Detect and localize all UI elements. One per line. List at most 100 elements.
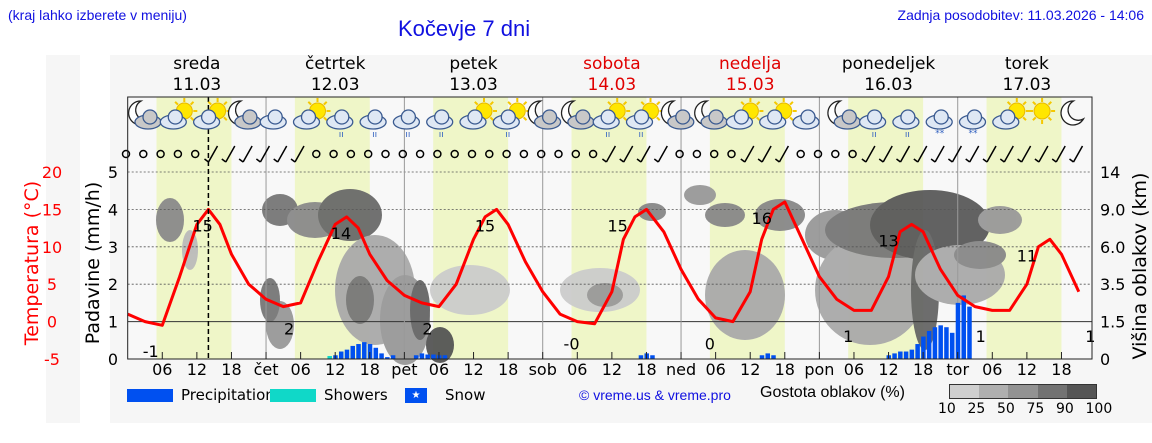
wind-barb-icon bbox=[1038, 145, 1049, 163]
wind-barb-icon bbox=[761, 145, 772, 163]
suncloud-icon bbox=[759, 98, 797, 130]
wind-barb-icon bbox=[242, 145, 253, 163]
moon-icon bbox=[527, 100, 562, 130]
wind-barb-icon bbox=[294, 145, 305, 163]
svg-text:06: 06 bbox=[290, 360, 310, 379]
svg-text:13: 13 bbox=[878, 231, 898, 250]
cloudsnow-icon: ** bbox=[925, 109, 953, 139]
cloud-density-ticks: 10 25 50 75 90 100 bbox=[938, 401, 1112, 419]
density-50 bbox=[1008, 385, 1038, 398]
svg-text:-1: -1 bbox=[143, 342, 159, 361]
density-25 bbox=[979, 385, 1009, 398]
svg-text:14: 14 bbox=[331, 224, 351, 243]
wind-barb-icon bbox=[917, 145, 928, 163]
day-name: nedelja bbox=[719, 54, 781, 74]
svg-text:5: 5 bbox=[47, 275, 57, 294]
svg-text:-5: -5 bbox=[44, 350, 60, 369]
svg-text:12: 12 bbox=[602, 360, 622, 379]
density-75 bbox=[1037, 385, 1067, 398]
wind-barb-icon bbox=[640, 145, 651, 163]
suncloud-icon bbox=[292, 98, 331, 130]
suncloudrain-icon: ıı bbox=[492, 98, 531, 140]
density-tick: 10 bbox=[938, 401, 956, 417]
svg-text:ıı: ıı bbox=[905, 130, 910, 140]
wind-barb-icon bbox=[207, 145, 219, 163]
svg-text:0: 0 bbox=[705, 335, 715, 354]
day-date: 11.03 bbox=[173, 75, 222, 95]
wind-barb-icon bbox=[623, 145, 634, 163]
svg-text:ıı: ıı bbox=[339, 130, 344, 140]
cloudrain-icon: ıı bbox=[426, 109, 454, 140]
svg-text:06: 06 bbox=[705, 360, 725, 379]
svg-text:12: 12 bbox=[1017, 360, 1037, 379]
calm-wind-icon bbox=[312, 149, 321, 159]
calm-wind-icon bbox=[156, 149, 165, 159]
wind-barb-icon bbox=[934, 145, 945, 163]
svg-text:06: 06 bbox=[152, 360, 172, 379]
svg-text:18: 18 bbox=[1051, 360, 1071, 379]
suncloud-icon bbox=[159, 98, 198, 130]
moon-icon bbox=[127, 100, 162, 130]
svg-text:14: 14 bbox=[1100, 163, 1120, 182]
precipitation-swatch bbox=[127, 388, 173, 402]
svg-text:ıı: ıı bbox=[439, 130, 444, 140]
calm-wind-icon bbox=[381, 149, 390, 159]
calm-wind-icon bbox=[121, 149, 131, 159]
svg-text:2: 2 bbox=[422, 320, 432, 339]
wind-barb-icon bbox=[277, 145, 288, 163]
last-updated: Zadnja posodobitev: 11.03.2026 - 14:06 bbox=[897, 7, 1144, 23]
cloudrain-icon: ıı bbox=[359, 109, 387, 140]
wind-barb-icon bbox=[951, 145, 963, 163]
svg-text:1: 1 bbox=[108, 313, 118, 332]
wind-barb-icon bbox=[1020, 145, 1032, 163]
calm-wind-icon bbox=[813, 149, 823, 159]
calm-wind-icon bbox=[190, 149, 200, 159]
location-hint[interactable]: (kraj lahko izberete v meniju) bbox=[8, 7, 187, 23]
day-date: 13.03 bbox=[449, 75, 498, 95]
svg-text:5: 5 bbox=[108, 163, 118, 182]
day-date: 12.03 bbox=[311, 75, 360, 95]
calm-wind-icon bbox=[796, 149, 805, 159]
calm-wind-icon bbox=[536, 149, 546, 159]
svg-text:0: 0 bbox=[47, 313, 57, 332]
svg-text:9.0: 9.0 bbox=[1100, 200, 1125, 219]
cloudrain-icon: ıı bbox=[326, 109, 354, 140]
day-name: sobota bbox=[583, 54, 641, 74]
svg-text:**: ** bbox=[935, 129, 945, 139]
day-name: četrtek bbox=[305, 54, 366, 74]
svg-text:6.0: 6.0 bbox=[1100, 238, 1125, 257]
suncloudrain-icon: ıı bbox=[592, 98, 631, 140]
day-date: 15.03 bbox=[726, 75, 775, 95]
density-tick: 100 bbox=[1085, 401, 1113, 417]
day-date: 16.03 bbox=[864, 75, 913, 95]
svg-text:pon: pon bbox=[804, 360, 834, 379]
svg-text:06: 06 bbox=[429, 360, 449, 379]
day-name: ponedeljek bbox=[842, 54, 936, 74]
legend-snow-label: Snow bbox=[445, 386, 486, 404]
legend-showers: Showers bbox=[270, 386, 388, 404]
calm-wind-icon bbox=[363, 149, 373, 159]
svg-text:20: 20 bbox=[42, 163, 62, 182]
wind-row bbox=[121, 145, 1084, 163]
svg-text:3.5: 3.5 bbox=[1100, 275, 1125, 294]
wind-barb-icon bbox=[986, 145, 997, 163]
svg-text:ıı: ıı bbox=[405, 130, 410, 140]
svg-text:18: 18 bbox=[221, 360, 241, 379]
moonclear-icon bbox=[1060, 100, 1086, 126]
svg-text:16: 16 bbox=[752, 209, 772, 228]
svg-text:ıı: ıı bbox=[505, 130, 510, 140]
svg-text:tor: tor bbox=[946, 360, 969, 379]
svg-text:1: 1 bbox=[843, 327, 853, 346]
svg-text:ıı: ıı bbox=[372, 130, 377, 140]
calm-wind-icon bbox=[502, 149, 511, 159]
copyright-link[interactable]: © vreme.us & vreme.pro bbox=[579, 387, 731, 403]
calm-wind-icon bbox=[329, 149, 338, 159]
calm-wind-icon bbox=[139, 149, 148, 159]
sun-icon bbox=[1029, 98, 1056, 124]
wind-barb-icon bbox=[744, 145, 755, 163]
svg-text:0: 0 bbox=[1100, 350, 1110, 369]
svg-text:3: 3 bbox=[108, 238, 118, 257]
